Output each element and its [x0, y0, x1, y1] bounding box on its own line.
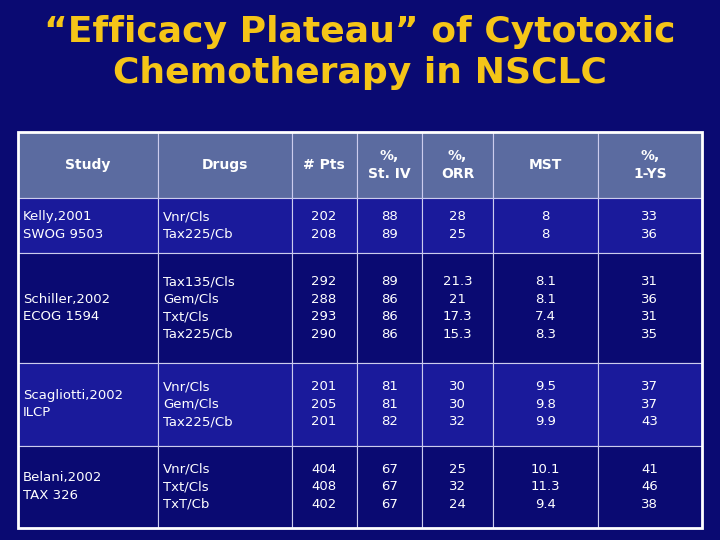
Text: 89
86
86
86: 89 86 86 86	[381, 275, 397, 341]
Text: MST: MST	[529, 158, 562, 172]
Bar	[292, 132, 356, 198]
Bar	[18, 446, 158, 528]
Bar	[356, 363, 422, 445]
Bar	[598, 132, 702, 198]
Text: 31
36
31
35: 31 36 31 35	[642, 275, 658, 341]
Bar	[598, 363, 702, 445]
Text: 9.5
9.8
9.9: 9.5 9.8 9.9	[535, 380, 556, 428]
Bar	[158, 198, 292, 253]
Text: “Efficacy Plateau” of Cytotoxic
Chemotherapy in NSCLC: “Efficacy Plateau” of Cytotoxic Chemothe…	[44, 15, 676, 90]
Text: 41
46
38: 41 46 38	[642, 463, 658, 511]
Text: %,
ORR: %, ORR	[441, 148, 474, 181]
Text: 28
25: 28 25	[449, 210, 466, 241]
Text: Scagliotti,2002
ILCP: Scagliotti,2002 ILCP	[23, 389, 123, 420]
Text: 88
89: 88 89	[381, 210, 397, 241]
Text: Vnr/Cls
Tax225/Cb: Vnr/Cls Tax225/Cb	[163, 210, 233, 241]
Bar	[422, 132, 493, 198]
Bar	[598, 446, 702, 528]
Bar	[292, 446, 356, 528]
Text: Tax135/Cls
Gem/Cls
Txt/Cls
Tax225/Cb: Tax135/Cls Gem/Cls Txt/Cls Tax225/Cb	[163, 275, 235, 341]
Bar	[422, 446, 493, 528]
Text: 292
288
293
290: 292 288 293 290	[312, 275, 337, 341]
Text: 404
408
402: 404 408 402	[312, 463, 337, 511]
Bar	[18, 198, 158, 253]
Bar	[422, 363, 493, 445]
Bar	[598, 198, 702, 253]
Text: 202
208: 202 208	[312, 210, 337, 241]
Bar	[356, 446, 422, 528]
Bar	[292, 198, 356, 253]
Bar	[158, 446, 292, 528]
Bar	[158, 253, 292, 363]
Text: 81
81
82: 81 81 82	[381, 380, 397, 428]
Text: 30
30
32: 30 30 32	[449, 380, 466, 428]
Bar	[292, 253, 356, 363]
Text: Belani,2002
TAX 326: Belani,2002 TAX 326	[23, 471, 102, 502]
Text: %,
St. IV: %, St. IV	[368, 148, 410, 181]
Bar	[356, 198, 422, 253]
Bar	[18, 253, 158, 363]
Text: Kelly,2001
SWOG 9503: Kelly,2001 SWOG 9503	[23, 210, 103, 241]
Text: 33
36: 33 36	[642, 210, 658, 241]
Text: # Pts: # Pts	[303, 158, 345, 172]
Text: 201
205
201: 201 205 201	[312, 380, 337, 428]
Text: 8.1
8.1
7.4
8.3: 8.1 8.1 7.4 8.3	[535, 275, 556, 341]
Text: 10.1
11.3
9.4: 10.1 11.3 9.4	[531, 463, 560, 511]
Text: Vnr/Cls
Txt/Cls
TxT/Cb: Vnr/Cls Txt/Cls TxT/Cb	[163, 463, 211, 511]
Text: 8
8: 8 8	[541, 210, 550, 241]
Text: Vnr/Cls
Gem/Cls
Tax225/Cb: Vnr/Cls Gem/Cls Tax225/Cb	[163, 380, 233, 428]
Bar	[493, 446, 598, 528]
Bar	[18, 363, 158, 445]
Text: Study: Study	[66, 158, 111, 172]
Bar	[598, 253, 702, 363]
Bar	[356, 132, 422, 198]
Bar	[422, 253, 493, 363]
Text: Schiller,2002
ECOG 1594: Schiller,2002 ECOG 1594	[23, 293, 110, 323]
Bar	[422, 198, 493, 253]
Text: 21.3
21
17.3
15.3: 21.3 21 17.3 15.3	[443, 275, 472, 341]
Bar	[493, 132, 598, 198]
Bar	[158, 363, 292, 445]
Text: %,
1-YS: %, 1-YS	[633, 148, 667, 181]
Bar	[493, 363, 598, 445]
Bar	[292, 363, 356, 445]
Text: 37
37
43: 37 37 43	[642, 380, 658, 428]
Bar	[493, 198, 598, 253]
Text: 25
32
24: 25 32 24	[449, 463, 466, 511]
Bar	[356, 253, 422, 363]
Bar	[158, 132, 292, 198]
Bar	[18, 132, 702, 528]
Text: 67
67
67: 67 67 67	[381, 463, 397, 511]
Bar	[18, 132, 158, 198]
Bar	[493, 253, 598, 363]
Text: Drugs: Drugs	[202, 158, 248, 172]
